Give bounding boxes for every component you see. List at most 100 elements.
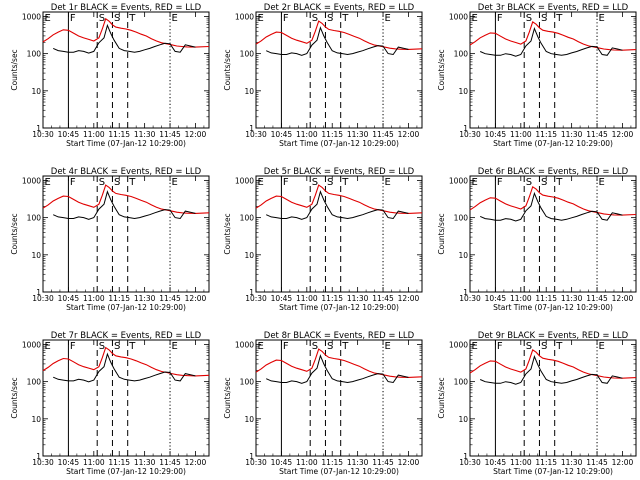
y-tick-label: 1 — [463, 124, 468, 133]
y-tick-label: 10 — [31, 87, 41, 96]
y-axis-label: Counts/sec — [10, 49, 19, 90]
series-line-events — [265, 26, 409, 56]
marker-label: F — [497, 13, 503, 24]
x-axis-label: Start Time (07-Jan-12 10:29:00) — [279, 139, 399, 148]
x-tick-label: 11:00 — [296, 130, 318, 139]
series-line-lld — [255, 20, 423, 50]
marker-label: T — [341, 13, 349, 24]
x-axis-label: Start Time (07-Jan-12 10:29:00) — [66, 303, 186, 312]
y-axis-label: Counts/sec — [223, 377, 232, 418]
x-tick-label: 11:30 — [134, 294, 156, 303]
marker-label: F — [70, 341, 76, 352]
series-line-events — [479, 26, 623, 57]
x-axis-label: Start Time (07-Jan-12 10:29:00) — [66, 139, 186, 148]
panel-title: Det 6r BLACK = Events, RED = LLD — [478, 167, 629, 177]
x-tick-label: 11:15 — [535, 458, 557, 467]
marker-label: S — [526, 13, 532, 24]
marker-label: S — [114, 177, 120, 188]
marker-label: T — [128, 13, 136, 24]
y-axis-label: Counts/sec — [10, 213, 19, 254]
y-tick-label: 10 — [244, 415, 254, 424]
series-line-lld — [255, 184, 423, 214]
x-tick-label: 10:45 — [485, 458, 507, 467]
x-axis-label: Start Time (07-Jan-12 10:29:00) — [493, 139, 613, 148]
x-tick-label: 11:30 — [134, 130, 156, 139]
y-tick-label: 100 — [240, 378, 255, 387]
panel-8: Det 8r BLACK = Events, RED = LLD 1 10 100 10… — [223, 331, 423, 476]
y-tick-label: 100 — [454, 50, 469, 59]
marker-label: S — [114, 13, 120, 24]
x-tick-label: 11:15 — [535, 294, 557, 303]
x-tick-label: 10:45 — [271, 130, 293, 139]
x-tick-label: 11:45 — [372, 130, 394, 139]
series-line-lld — [469, 349, 637, 379]
x-tick-label: 11:15 — [108, 458, 130, 467]
panel-4: Det 4r BLACK = Events, RED = LLD 1 10 100 10… — [10, 167, 210, 312]
x-tick-label: 11:15 — [321, 294, 343, 303]
plot-frame — [469, 175, 637, 293]
x-tick-label: 12:00 — [185, 458, 207, 467]
y-tick-label: 1000 — [449, 340, 468, 349]
marker-label: E — [172, 341, 178, 352]
series-line-lld — [42, 17, 210, 48]
marker-label: F — [497, 177, 503, 188]
marker-label: E — [45, 341, 51, 352]
panel-title: Det 3r BLACK = Events, RED = LLD — [478, 3, 629, 13]
y-axis-label: Counts/sec — [437, 213, 446, 254]
panel-title: Det 9r BLACK = Events, RED = LLD — [478, 331, 629, 341]
x-tick-label: 12:00 — [185, 294, 207, 303]
x-axis-label: Start Time (07-Jan-12 10:29:00) — [279, 467, 399, 476]
x-tick-label: 12:00 — [398, 458, 420, 467]
series-line-events — [52, 190, 196, 220]
series-line-lld — [42, 184, 210, 214]
x-tick-label: 11:30 — [134, 458, 156, 467]
x-tick-label: 12:00 — [398, 294, 420, 303]
y-tick-label: 1000 — [22, 12, 41, 21]
y-tick-label: 1000 — [22, 176, 41, 185]
x-tick-label: 10:45 — [58, 130, 80, 139]
x-tick-label: 11:00 — [296, 294, 318, 303]
x-tick-label: 11:15 — [535, 130, 557, 139]
x-tick-label: 11:00 — [296, 458, 318, 467]
plot-frame — [255, 175, 423, 293]
series-line-events — [265, 354, 409, 384]
marker-label: S — [327, 13, 333, 24]
x-tick-label: 10:30 — [459, 458, 481, 467]
marker-label: E — [385, 13, 391, 24]
x-tick-label: 10:45 — [58, 458, 80, 467]
series-line-lld — [469, 21, 637, 51]
plot-frame — [255, 339, 423, 457]
x-tick-label: 11:45 — [372, 294, 394, 303]
marker-label: F — [283, 13, 289, 24]
x-tick-label: 11:15 — [108, 294, 130, 303]
marker-label: E — [385, 341, 391, 352]
y-tick-label: 100 — [240, 50, 255, 59]
panel-5: Det 5r BLACK = Events, RED = LLD 1 10 100 10… — [223, 167, 423, 312]
y-tick-label: 100 — [454, 378, 469, 387]
marker-label: E — [258, 13, 264, 24]
x-tick-label: 11:00 — [510, 294, 532, 303]
y-tick-label: 1 — [249, 288, 254, 297]
panel-9: Det 9r BLACK = Events, RED = LLD 1 10 100 10… — [437, 331, 637, 476]
x-axis-label: Start Time (07-Jan-12 10:29:00) — [66, 467, 186, 476]
marker-label: S — [312, 341, 318, 352]
panel-1: Det 1r BLACK = Events, RED = LLD 1 10 100 10… — [10, 3, 210, 148]
marker-label: E — [599, 341, 605, 352]
x-tick-label: 11:45 — [586, 294, 608, 303]
series-line-lld — [469, 185, 637, 216]
x-tick-label: 12:00 — [612, 458, 634, 467]
x-tick-label: 10:45 — [271, 458, 293, 467]
x-tick-label: 10:30 — [32, 130, 54, 139]
panel-title: Det 2r BLACK = Events, RED = LLD — [264, 3, 415, 13]
x-tick-label: 10:30 — [245, 294, 267, 303]
marker-label: F — [283, 341, 289, 352]
marker-label: E — [599, 13, 605, 24]
marker-label: S — [99, 341, 105, 352]
x-tick-label: 12:00 — [612, 294, 634, 303]
x-tick-label: 10:30 — [245, 458, 267, 467]
panel-3: Det 3r BLACK = Events, RED = LLD 1 10 100 10… — [437, 3, 637, 148]
plot-frame — [42, 175, 210, 293]
marker-label: S — [541, 341, 547, 352]
x-axis-label: Start Time (07-Jan-12 10:29:00) — [493, 303, 613, 312]
x-tick-label: 11:30 — [561, 130, 583, 139]
